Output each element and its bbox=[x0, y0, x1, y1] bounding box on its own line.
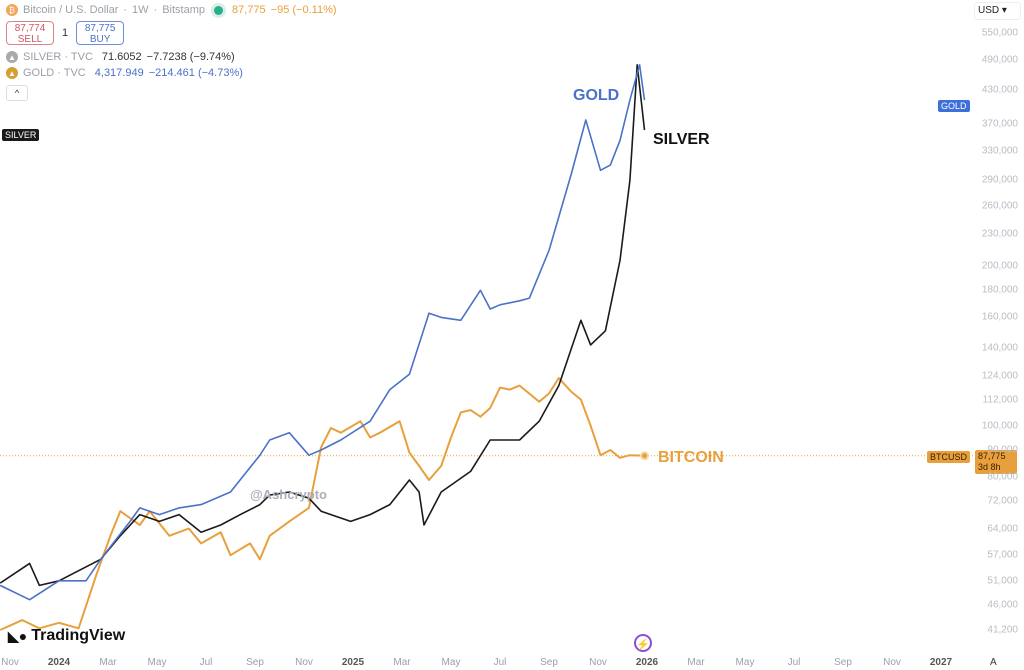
watermark: @Ashcrypto bbox=[250, 487, 327, 502]
tradingview-logo-icon: ◣● bbox=[8, 627, 28, 644]
y-tick-label: 160,000 bbox=[981, 311, 1018, 323]
currency-select[interactable]: USD ▾ bbox=[974, 2, 1021, 20]
x-tick-label: Nov bbox=[883, 657, 901, 668]
collapse-legend-button[interactable]: ^ bbox=[6, 85, 28, 101]
bar-countdown: 3d 8h bbox=[978, 462, 1001, 472]
logo-text: TradingView bbox=[31, 627, 126, 644]
spread: 1 bbox=[62, 27, 69, 39]
buy-price: 87,775 bbox=[84, 23, 116, 34]
sell-label: SELL bbox=[17, 34, 43, 45]
y-tick-label: 51,000 bbox=[987, 575, 1018, 587]
buy-button[interactable]: 87,775 BUY bbox=[76, 21, 125, 45]
silver-tag: SILVER bbox=[2, 129, 40, 141]
market-open-icon bbox=[214, 5, 224, 15]
btcusd-tag: BTCUSD bbox=[927, 451, 971, 463]
bitcoin-last-point bbox=[640, 451, 650, 461]
y-tick-label: 124,000 bbox=[981, 370, 1018, 382]
x-tick-label: Sep bbox=[246, 657, 264, 668]
lightning-icon[interactable]: ⚡ bbox=[634, 634, 652, 652]
bitcoin-icon: ₿ bbox=[6, 4, 18, 16]
gold-legend[interactable]: ▲ GOLD · TVC 4,317.949 −214.461 (−4.73%) bbox=[6, 65, 337, 81]
gold-change: −214.461 (−4.73%) bbox=[148, 67, 243, 79]
x-tick-label: 2027 bbox=[929, 657, 953, 668]
x-tick-label: May bbox=[735, 657, 755, 668]
x-tick-label: May bbox=[441, 657, 461, 668]
y-tick-label: 180,000 bbox=[981, 284, 1018, 296]
y-tick-label: 200,000 bbox=[981, 260, 1018, 272]
silver-legend[interactable]: ▲ SILVER · TVC 71.6052 −7.7238 (−9.74%) bbox=[6, 49, 337, 65]
y-tick-label: 430,000 bbox=[981, 84, 1018, 96]
gold-series-line[interactable] bbox=[0, 64, 646, 601]
x-tick-label: Sep bbox=[834, 657, 852, 668]
x-tick-label: Sep bbox=[540, 657, 558, 668]
x-tick-label: Mar bbox=[99, 657, 117, 668]
interval[interactable]: 1W bbox=[132, 4, 149, 16]
last-price: 87,775 bbox=[232, 4, 266, 16]
auto-scale-button[interactable]: A bbox=[990, 657, 997, 668]
y-tick-label: 72,000 bbox=[987, 495, 1018, 507]
x-tick-label: Nov bbox=[1, 657, 19, 668]
price-change: −95 (−0.11%) bbox=[270, 4, 337, 16]
gold-annotation: GOLD bbox=[573, 87, 620, 104]
gold-price: 4,317.949 bbox=[94, 67, 144, 79]
tradingview-logo[interactable]: ◣● TradingView bbox=[8, 627, 125, 645]
x-tick-label: Jul bbox=[787, 657, 801, 668]
y-tick-label: 80,000 bbox=[987, 471, 1018, 483]
x-tick-label: Nov bbox=[295, 657, 313, 668]
y-tick-label: 330,000 bbox=[981, 145, 1018, 157]
y-tick-label: 112,000 bbox=[982, 394, 1018, 406]
silver-price: 71.6052 bbox=[101, 51, 142, 63]
bitcoin-series-line[interactable] bbox=[0, 377, 645, 631]
silver-annotation: SILVER bbox=[653, 131, 710, 148]
y-tick-label: 100,000 bbox=[981, 420, 1018, 432]
silver-icon: ▲ bbox=[6, 51, 18, 63]
y-tick-label: 260,000 bbox=[981, 200, 1018, 212]
sell-price: 87,774 bbox=[14, 23, 46, 34]
bitcoin-annotation: BITCOIN bbox=[658, 449, 724, 466]
symbol-name[interactable]: Bitcoin / U.S. Dollar bbox=[23, 4, 119, 16]
y-tick-label: 550,000 bbox=[981, 27, 1018, 39]
trade-buttons: 87,774 SELL 1 87,775 BUY bbox=[6, 21, 337, 45]
y-tick-label: 490,000 bbox=[981, 54, 1018, 66]
x-tick-label: 2026 bbox=[635, 657, 659, 668]
y-tick-label: 46,000 bbox=[987, 599, 1018, 611]
silver-series-line[interactable] bbox=[0, 64, 646, 587]
y-tick-label: 290,000 bbox=[981, 174, 1018, 186]
x-tick-label: 2024 bbox=[47, 657, 71, 668]
silver-name: SILVER · TVC bbox=[23, 51, 93, 63]
y-tick-label: 57,000 bbox=[987, 549, 1018, 561]
gold-name: GOLD · TVC bbox=[23, 67, 86, 79]
y-tick-label: 64,000 bbox=[987, 523, 1018, 535]
sell-button[interactable]: 87,774 SELL bbox=[6, 21, 54, 45]
y-tick-label: 41,200 bbox=[987, 624, 1018, 636]
gold-tag: GOLD bbox=[938, 100, 970, 112]
legend: ₿ Bitcoin / U.S. Dollar · 1W · Bitstamp 87… bbox=[6, 2, 337, 101]
btc-price: 87,775 bbox=[978, 451, 1006, 461]
x-tick-label: Nov bbox=[589, 657, 607, 668]
x-tick-label: Jul bbox=[493, 657, 507, 668]
x-tick-label: 2025 bbox=[341, 657, 365, 668]
y-tick-label: 370,000 bbox=[981, 118, 1018, 130]
btc-price-tag: 87,775 3d 8h bbox=[975, 450, 1017, 474]
x-tick-label: Jul bbox=[199, 657, 213, 668]
y-tick-label: 140,000 bbox=[981, 342, 1018, 354]
x-tick-label: Mar bbox=[393, 657, 411, 668]
exchange: Bitstamp bbox=[162, 4, 206, 16]
silver-change: −7.7238 (−9.74%) bbox=[146, 51, 235, 63]
symbol-row: ₿ Bitcoin / U.S. Dollar · 1W · Bitstamp 87… bbox=[6, 2, 337, 18]
x-tick-label: May bbox=[147, 657, 167, 668]
buy-label: BUY bbox=[89, 34, 111, 45]
y-tick-label: 230,000 bbox=[981, 228, 1018, 240]
gold-icon: ▲ bbox=[6, 67, 18, 79]
y-tick-label: 90,000 bbox=[987, 444, 1018, 456]
x-tick-label: Mar bbox=[687, 657, 705, 668]
